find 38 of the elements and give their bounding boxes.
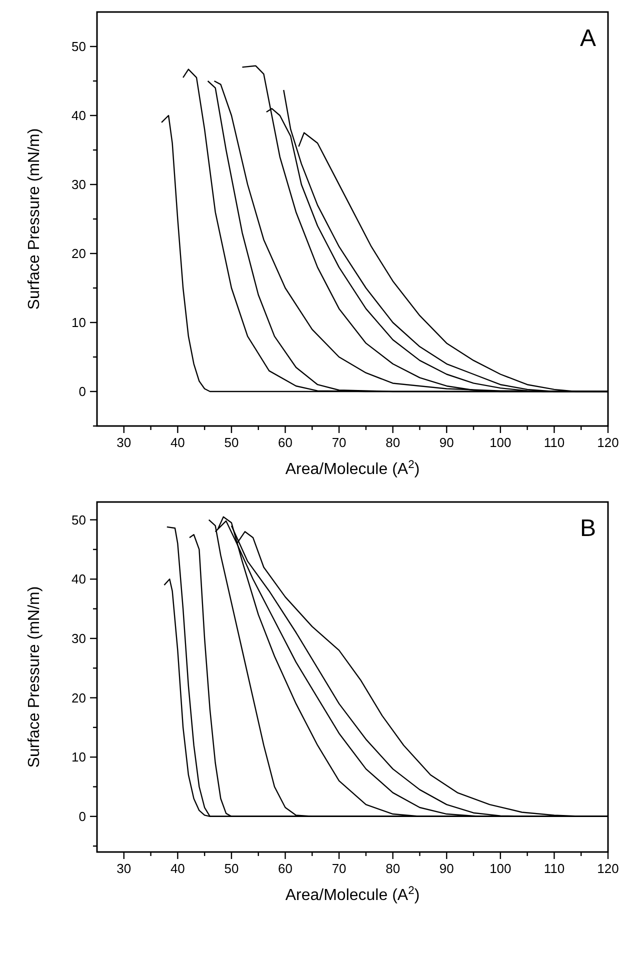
x-tick-label: 70 (332, 435, 346, 450)
x-tick-label: 30 (116, 435, 132, 450)
y-tick-label: 20 (72, 690, 86, 706)
x-tick-label: 50 (224, 861, 239, 876)
x-tick-label: 50 (224, 435, 239, 450)
x-tick-label: 70 (332, 861, 346, 876)
x-axis-title: Area/Molecule (A$^{2}$) (285, 459, 420, 478)
y-tick-label: 50 (72, 39, 86, 54)
x-tick-label: 30 (116, 861, 132, 876)
x-axis-title: Area/Molecule (A$^{2}$) (285, 885, 420, 904)
x-tick-label: 40 (170, 435, 185, 450)
y-tick-label: 50 (72, 512, 86, 528)
y-tick-label: 0 (78, 808, 86, 824)
y-axis-title: Surface Pressure (mN/m) (26, 128, 43, 310)
y-tick-label: 30 (72, 630, 86, 646)
annotation: B (580, 515, 596, 542)
y-tick-label: 20 (72, 246, 86, 261)
annotation: A (580, 25, 596, 52)
y-tick-label: 40 (72, 572, 86, 587)
y-tick-label: 10 (72, 750, 86, 765)
x-tick-label: 90 (439, 861, 454, 876)
x-tick-label: 80 (386, 435, 400, 450)
x-tick-label: 40 (170, 861, 185, 876)
y-tick-label: 30 (72, 177, 86, 192)
x-tick-label: 110 (544, 861, 565, 876)
x-tick-label: 100 (490, 861, 512, 876)
y-tick-label: 10 (72, 315, 86, 330)
x-tick-label: 90 (439, 435, 454, 450)
y-axis-title: Surface Pressure (mN/m) (26, 586, 43, 768)
x-tick-label: 120 (597, 861, 619, 876)
x-tick-label: 100 (490, 435, 512, 450)
x-tick-label: 110 (544, 435, 565, 450)
x-tick-label: 60 (278, 435, 292, 450)
y-tick-label: 0 (78, 384, 86, 399)
x-tick-label: 80 (386, 861, 400, 876)
x-tick-label: 120 (597, 435, 619, 450)
x-tick-label: 60 (278, 861, 292, 876)
y-tick-label: 40 (72, 108, 86, 123)
